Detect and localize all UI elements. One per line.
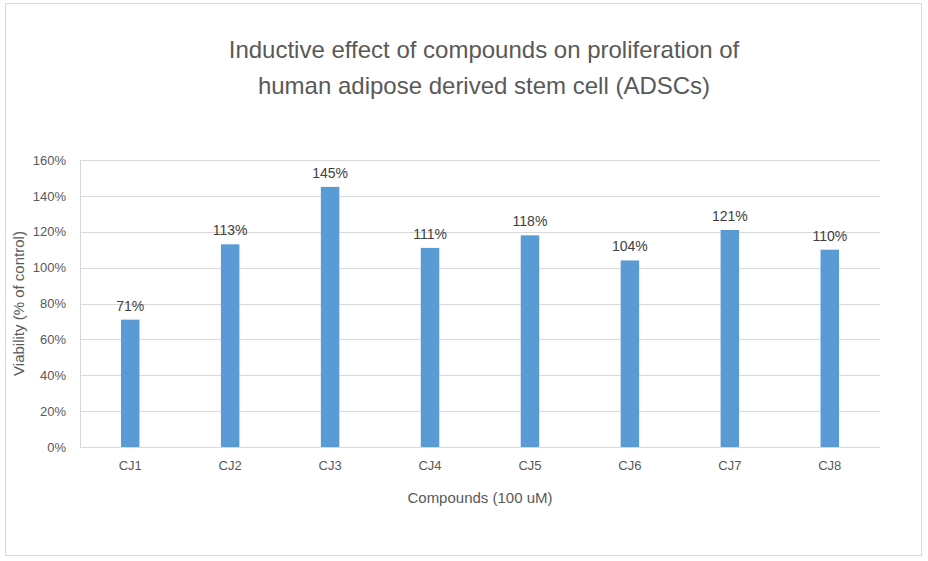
x-tick-label: CJ4: [418, 458, 441, 473]
y-tick-label: 0%: [47, 440, 66, 455]
y-tick: 80%: [40, 296, 80, 311]
data-label: 111%: [413, 226, 447, 242]
y-tick: 120%: [33, 224, 80, 239]
bar: [121, 320, 139, 447]
y-axis-line: [80, 161, 81, 448]
y-tick: 40%: [40, 368, 80, 383]
bar: [221, 244, 239, 447]
bar: [421, 248, 439, 447]
x-tick-label: CJ3: [319, 458, 342, 473]
x-tick: CJ4: [418, 447, 441, 473]
x-tick-label: CJ2: [219, 458, 242, 473]
y-tick: 160%: [33, 153, 80, 168]
x-tick: CJ6: [618, 447, 641, 473]
chart-frame: [6, 4, 922, 556]
bar: [821, 250, 839, 447]
grid: [80, 161, 880, 448]
y-tick-label: 20%: [40, 404, 66, 419]
y-axis-title: Viability (% of control): [10, 231, 27, 376]
bar: [321, 187, 339, 447]
y-tick: 140%: [33, 189, 80, 204]
y-tick: 0%: [47, 440, 80, 455]
bar: [621, 260, 639, 447]
x-axis-line: [81, 447, 881, 448]
data-label: 118%: [513, 213, 548, 229]
y-axis: 0% 20% 40% 60% 80% 100% 120% 140% 160%: [33, 153, 81, 455]
data-label: 113%: [213, 222, 248, 238]
x-tick: CJ1: [119, 447, 142, 473]
data-label: 104%: [612, 238, 648, 254]
x-tick-label: CJ8: [818, 458, 841, 473]
grid-line: [80, 268, 880, 269]
x-tick-label: CJ5: [518, 458, 541, 473]
grid-line: [80, 196, 880, 197]
x-tick: CJ3: [319, 447, 342, 473]
y-tick-label: 60%: [40, 332, 66, 347]
y-tick-label: 100%: [33, 260, 67, 275]
bar: [721, 230, 739, 447]
grid-line: [80, 375, 880, 376]
data-label: 121%: [712, 208, 748, 224]
y-tick-label: 40%: [40, 368, 66, 383]
chart: Inductive effect of compounds on prolife…: [0, 0, 928, 561]
x-tick-label: CJ7: [718, 458, 741, 473]
x-tick: CJ7: [718, 447, 741, 473]
y-tick: 20%: [40, 404, 80, 419]
title-line: human adipose derived stem cell (ADSCs): [258, 72, 710, 99]
title-line: Inductive effect of compounds on prolife…: [229, 36, 740, 63]
x-tick-label: CJ6: [618, 458, 641, 473]
title: Inductive effect of compounds on prolife…: [229, 36, 740, 99]
y-tick: 100%: [33, 260, 80, 275]
grid-line: [80, 232, 880, 233]
x-axis-title: Compounds (100 uM): [407, 489, 552, 506]
grid-line: [80, 304, 880, 305]
bar: [521, 235, 539, 447]
x-axis: CJ1 CJ2 CJ3 CJ4 CJ5 CJ6 CJ7 CJ8: [81, 447, 881, 473]
x-tick: CJ8: [818, 447, 841, 473]
x-tick: CJ2: [219, 447, 242, 473]
grid-line: [80, 411, 880, 412]
x-tick-label: CJ1: [119, 458, 142, 473]
grid-line: [80, 447, 880, 448]
data-labels: 71% 113% 145% 111% 118% 104% 121% 110%: [116, 165, 847, 314]
y-tick-label: 160%: [33, 153, 67, 168]
y-tick-label: 120%: [33, 224, 67, 239]
grid-line: [80, 160, 880, 161]
grid-line: [80, 339, 880, 340]
bars: [121, 187, 839, 447]
y-tick-label: 140%: [33, 189, 67, 204]
x-tick: CJ5: [518, 447, 541, 473]
data-label: 145%: [312, 165, 348, 181]
data-label: 110%: [812, 228, 847, 244]
data-label: 71%: [116, 298, 144, 314]
y-tick: 60%: [40, 332, 80, 347]
y-tick-label: 80%: [40, 296, 66, 311]
